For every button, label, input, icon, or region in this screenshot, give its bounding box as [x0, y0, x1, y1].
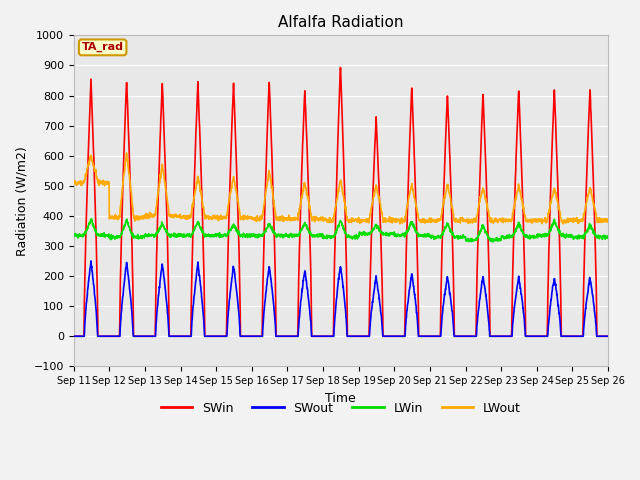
SWin [219, 333, 227, 339]
SWout [557, 333, 565, 339]
SWout [70, 333, 77, 339]
LWin [356, 231, 364, 237]
LWin [368, 229, 376, 235]
LWout [123, 150, 131, 156]
Line: SWin: SWin [74, 68, 608, 336]
Line: SWout: SWout [74, 261, 608, 336]
LWin [497, 236, 504, 241]
LWin [219, 232, 227, 238]
SWin [604, 333, 612, 339]
LWin [490, 239, 497, 245]
LWout [604, 217, 612, 223]
LWin [88, 216, 95, 222]
SWout [368, 305, 376, 311]
LWin [557, 231, 565, 237]
Line: LWin: LWin [74, 219, 608, 242]
LWout [572, 218, 580, 224]
Title: Alfalfa Radiation: Alfalfa Radiation [278, 15, 404, 30]
SWin [70, 333, 77, 339]
LWin [604, 233, 612, 239]
LWout [496, 217, 504, 223]
Line: LWout: LWout [74, 153, 608, 224]
LWout [219, 214, 227, 219]
SWin [557, 311, 565, 317]
SWin [368, 220, 376, 226]
Text: TA_rad: TA_rad [82, 42, 124, 52]
X-axis label: Time: Time [326, 392, 356, 405]
SWout [356, 333, 364, 339]
LWout [356, 219, 364, 225]
LWin [572, 235, 580, 241]
SWout [219, 333, 227, 339]
SWin [572, 333, 580, 339]
SWout [604, 333, 612, 339]
LWout [559, 221, 567, 227]
SWin [337, 65, 344, 71]
SWin [356, 333, 364, 339]
Legend: SWin, SWout, LWin, LWout: SWin, SWout, LWin, LWout [156, 396, 526, 420]
LWout [70, 180, 77, 186]
Y-axis label: Radiation (W/m2): Radiation (W/m2) [15, 146, 28, 256]
SWout [87, 258, 95, 264]
LWout [368, 202, 376, 207]
SWin [496, 333, 504, 339]
LWin [70, 232, 77, 238]
LWout [557, 216, 565, 222]
SWout [496, 333, 504, 339]
SWout [572, 333, 580, 339]
